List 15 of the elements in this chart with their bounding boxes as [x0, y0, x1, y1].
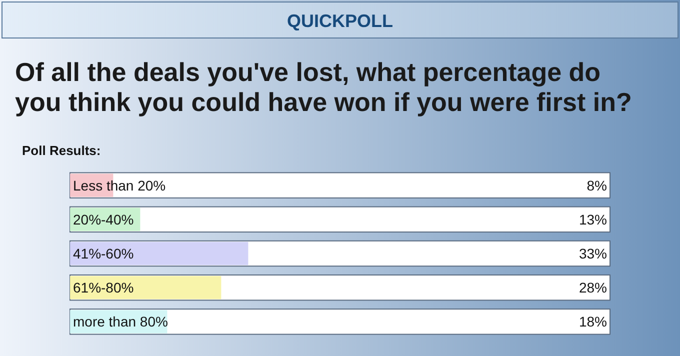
y-tick-label: 61%-80% [73, 280, 134, 296]
bar [70, 276, 222, 300]
y-tick-label: 41%-60% [73, 246, 134, 262]
data-label: 33% [578, 246, 607, 262]
y-tick-label: Less than 20% [73, 177, 166, 194]
chart-title: QUICKPOLL [287, 11, 393, 31]
data-label: 8% [586, 177, 607, 194]
bar [70, 242, 248, 266]
data-label: 13% [578, 211, 607, 228]
data-label: 18% [578, 314, 607, 330]
y-tick-label: 20%-40% [73, 211, 134, 228]
y-tick-label: more than 80% [73, 314, 168, 330]
chart-subtitle: Of all the deals you've lost, what percentage do you think you could have won if you were first in? [15, 57, 632, 117]
data-label: 28% [578, 280, 607, 296]
text: Poll Results: [22, 143, 101, 158]
